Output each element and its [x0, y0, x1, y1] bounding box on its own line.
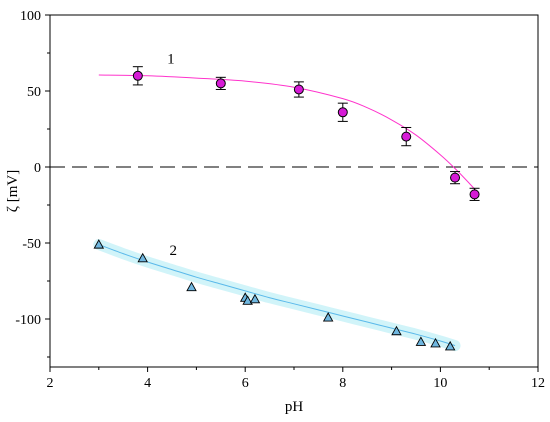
x-tick-label: 6: [242, 376, 249, 391]
y-axis-title: ζ [mV]: [5, 170, 21, 212]
series-1-point: [215, 78, 226, 89]
plot-frame: [49, 14, 539, 368]
series-1-point: [401, 131, 412, 142]
series-1-fit-line: [98, 74, 480, 195]
series-2-point: [93, 239, 105, 249]
y-tick-label: 50: [27, 85, 41, 100]
series-1-point: [469, 189, 480, 200]
fit-curve-layer: [98, 74, 480, 347]
series-2-point: [415, 336, 427, 346]
x-tick-label: 8: [339, 376, 346, 391]
series-2-point: [391, 325, 402, 336]
y-tick-label: -100: [15, 313, 41, 328]
error-bar-layer: [132, 66, 480, 201]
x-axis-title: pH: [285, 399, 304, 415]
series-1-point: [450, 172, 461, 183]
series-1-point: [293, 84, 304, 95]
series-1-point: [132, 70, 143, 81]
series-2-point: [322, 312, 334, 322]
x-tick-label: 4: [144, 376, 151, 391]
series-1-point: [337, 107, 348, 118]
series-2-point: [430, 337, 441, 348]
y-tick-label: -50: [22, 237, 41, 252]
x-tick-label: 10: [433, 376, 447, 391]
x-tick-label: 2: [47, 376, 54, 391]
x-tick-label: 12: [531, 376, 545, 391]
y-tick-label: 100: [20, 9, 41, 24]
series-2-fit-line: [98, 244, 456, 347]
series-label-1: 1: [167, 52, 175, 68]
label-layer: 12: [167, 52, 177, 260]
series-2-point: [186, 281, 197, 292]
series-label-2: 2: [170, 243, 178, 259]
series-2-point: [444, 340, 456, 351]
series-2-point: [249, 293, 261, 304]
data-point-layer: [93, 70, 480, 351]
series-2-point: [242, 295, 253, 305]
series-2-point: [137, 252, 148, 263]
y-tick-label: 0: [34, 161, 41, 176]
